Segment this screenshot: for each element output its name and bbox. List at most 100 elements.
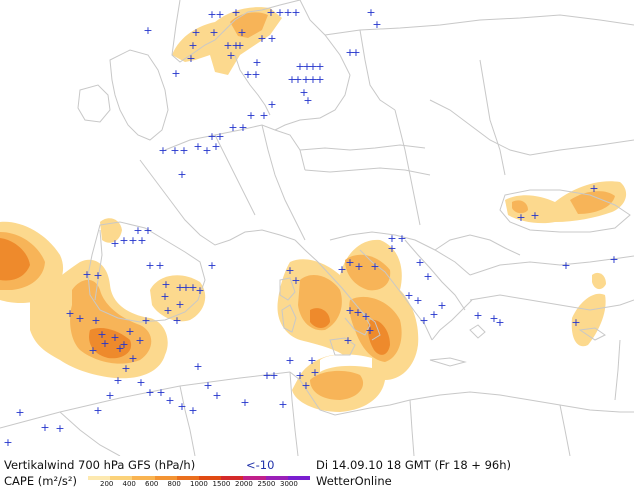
vertical-wind-marker: + xyxy=(161,278,170,291)
vertical-wind-marker: + xyxy=(143,24,152,37)
vertical-wind-marker: + xyxy=(361,310,370,323)
cape-colorbar-segment xyxy=(88,476,111,480)
vertical-wind-marker: + xyxy=(193,140,202,153)
cape-colorbar-segment xyxy=(199,476,222,480)
vertical-wind-marker: + xyxy=(397,232,406,245)
vertical-wind-marker: + xyxy=(308,60,317,73)
vertical-wind-marker: + xyxy=(228,121,237,134)
vertical-wind-marker: + xyxy=(571,316,580,329)
vertical-wind-marker: + xyxy=(345,304,354,317)
vertical-wind-marker: + xyxy=(100,337,109,350)
vertical-wind-marker: + xyxy=(387,232,396,245)
footer-cape-label: CAPE (m²/s²) xyxy=(4,474,78,488)
vertical-wind-marker: + xyxy=(15,406,24,419)
vertical-wind-marker: + xyxy=(370,260,379,273)
cape-colorbar-tick: 2000 xyxy=(235,480,253,488)
vertical-wind-marker: + xyxy=(278,398,287,411)
cape-colorbar-segment xyxy=(110,476,133,480)
vertical-wind-marker: + xyxy=(223,39,232,52)
vertical-wind-marker: + xyxy=(243,68,252,81)
vertical-wind-marker: + xyxy=(415,256,424,269)
vertical-wind-marker: + xyxy=(267,98,276,111)
vertical-wind-marker: + xyxy=(354,260,363,273)
vertical-wind-marker: + xyxy=(343,334,352,347)
vertical-wind-marker: + xyxy=(177,168,186,181)
vertical-wind-marker: + xyxy=(413,294,422,307)
vertical-wind-marker: + xyxy=(345,46,354,59)
vertical-wind-marker: + xyxy=(119,234,128,247)
cape-colorbar-segment xyxy=(221,476,244,480)
footer-brand: WetterOnline xyxy=(316,474,392,488)
vertical-wind-marker: + xyxy=(209,26,218,39)
vertical-wind-marker: + xyxy=(128,352,137,365)
vertical-wind-marker: + xyxy=(88,344,97,357)
vertical-wind-marker: + xyxy=(285,264,294,277)
vertical-wind-marker: + xyxy=(155,259,164,272)
vertical-wind-marker: + xyxy=(158,144,167,157)
vertical-wind-marker: + xyxy=(561,259,570,272)
vertical-wind-marker: + xyxy=(135,334,144,347)
vertical-wind-markers: +++ + + +++ +++ + + + +++ + +++++ +++++++++++++++++… xyxy=(3,6,618,449)
vertical-wind-marker: + xyxy=(191,26,200,39)
vertical-wind-marker: + xyxy=(175,298,184,311)
vertical-wind-marker: + xyxy=(530,209,539,222)
vertical-wind-marker: + xyxy=(145,386,154,399)
vertical-wind-marker: + xyxy=(238,121,247,134)
weather-map: +++ + + +++ +++ + + + +++ + +++++ +++++++++++++++++… xyxy=(0,0,634,456)
vertical-wind-marker: + xyxy=(283,6,292,19)
vertical-wind-marker: + xyxy=(489,312,498,325)
vertical-wind-marker: + xyxy=(186,52,195,65)
vertical-wind-marker: + xyxy=(366,6,375,19)
vertical-wind-marker: + xyxy=(307,354,316,367)
footer-threshold: <-10 xyxy=(246,458,275,472)
vertical-wind-marker: + xyxy=(259,109,268,122)
vertical-wind-marker: + xyxy=(172,314,181,327)
cape-colorbar-segment xyxy=(243,476,267,480)
vertical-wind-marker: + xyxy=(269,369,278,382)
cape-colorbar-tick: 1000 xyxy=(190,480,208,488)
vertical-wind-marker: + xyxy=(301,73,310,86)
vertical-wind-marker: + xyxy=(145,259,154,272)
vertical-wind-marker: + xyxy=(156,386,165,399)
vertical-wind-marker: + xyxy=(133,224,142,237)
cape-colorbar-tick: 3000 xyxy=(280,480,298,488)
cape-colorbar-ticks: 200 400 600 800 1000 1500 2000 2500 3000 xyxy=(88,480,310,490)
vertical-wind-marker: + xyxy=(275,6,284,19)
vertical-wind-marker: + xyxy=(516,211,525,224)
vertical-wind-marker: + xyxy=(262,369,271,382)
vertical-wind-marker: + xyxy=(437,299,446,312)
vertical-wind-marker: + xyxy=(82,268,91,281)
vertical-wind-marker: + xyxy=(295,60,304,73)
cape-colorbar-segment xyxy=(154,476,178,480)
vertical-wind-marker: + xyxy=(495,316,504,329)
footer: Vertikalwind 700 hPa GFS (hPa/h) <-10 Di… xyxy=(0,456,634,490)
vertical-wind-marker: + xyxy=(212,389,221,402)
vertical-wind-marker: + xyxy=(372,18,381,31)
vertical-wind-marker: + xyxy=(351,46,360,59)
vertical-wind-marker: + xyxy=(387,242,396,255)
vertical-wind-marker: + xyxy=(40,421,49,434)
vertical-wind-marker: + xyxy=(143,224,152,237)
vertical-wind-marker: + xyxy=(211,140,220,153)
vertical-wind-marker: + xyxy=(257,32,266,45)
vertical-wind-marker: + xyxy=(202,144,211,157)
vertical-wind-marker: + xyxy=(141,314,150,327)
vertical-wind-marker: + xyxy=(113,374,122,387)
footer-title: Vertikalwind 700 hPa GFS (hPa/h) xyxy=(4,458,196,472)
vertical-wind-marker: + xyxy=(345,256,354,269)
cape-colorbar xyxy=(88,476,311,482)
vertical-wind-marker: + xyxy=(207,8,216,21)
vertical-wind-marker: + xyxy=(215,130,224,143)
vertical-wind-marker: + xyxy=(291,274,300,287)
vertical-wind-marker: + xyxy=(181,281,190,294)
vertical-wind-marker: + xyxy=(266,6,275,19)
vertical-wind-marker: + xyxy=(295,369,304,382)
vertical-wind-marker: + xyxy=(303,94,312,107)
vertical-wind-marker: + xyxy=(337,263,346,276)
vertical-wind-marker: + xyxy=(97,328,106,341)
vertical-wind-marker: + xyxy=(301,379,310,392)
vertical-wind-marker: + xyxy=(291,6,300,19)
cape-colorbar-tick: 2500 xyxy=(257,480,276,488)
vertical-wind-marker: + xyxy=(237,26,246,39)
vertical-wind-marker: + xyxy=(163,304,172,317)
